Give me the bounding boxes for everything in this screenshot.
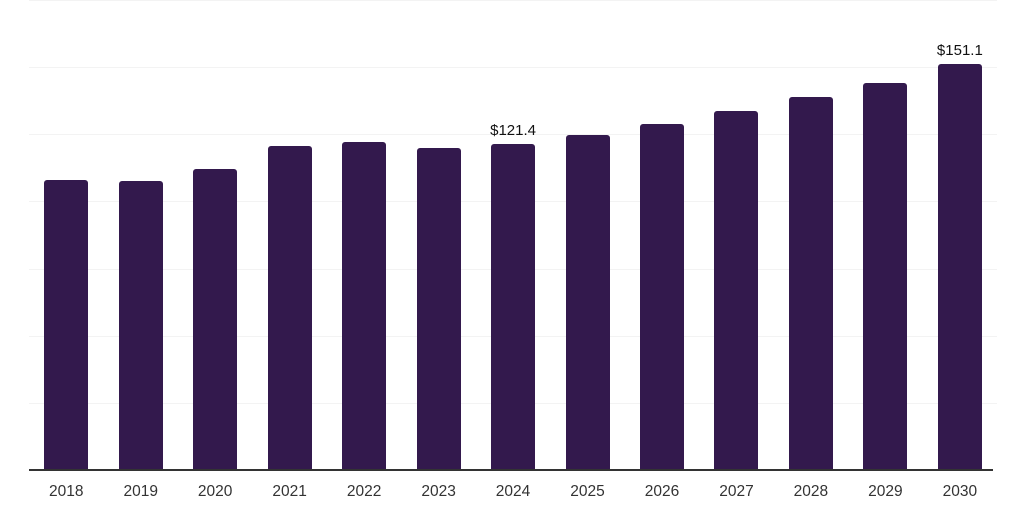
bar-slot-2020 — [178, 0, 252, 470]
bar-2025 — [565, 134, 610, 470]
x-tick-label-2025: 2025 — [570, 483, 605, 500]
x-tick-label-2029: 2029 — [868, 483, 903, 500]
x-tick-label-2019: 2019 — [123, 483, 158, 500]
data-label-2024: $121.4 — [490, 121, 536, 139]
bar-2030 — [937, 64, 982, 470]
bar-2018 — [44, 179, 89, 470]
x-tick-label-2024: 2024 — [495, 483, 531, 500]
bar-slot-2024: $121.4 — [476, 0, 550, 470]
bar-slot-2019 — [103, 0, 177, 470]
bar-slot-2026 — [625, 0, 699, 470]
bar-2028 — [788, 97, 833, 470]
gridline-150 — [29, 67, 997, 69]
x-tick-label-2028: 2028 — [793, 483, 829, 500]
bar-2021 — [267, 146, 312, 470]
data-label-2030: $151.1 — [936, 42, 983, 60]
x-tick-label-2026: 2026 — [644, 483, 680, 500]
x-tick-label-2022: 2022 — [346, 483, 382, 500]
bar-slot-2027 — [699, 0, 773, 470]
x-tick-label-2030: 2030 — [942, 483, 978, 500]
bar-2026 — [639, 123, 684, 470]
bar-slot-2030: $151.1 — [923, 0, 997, 470]
gridline-125 — [29, 134, 997, 136]
x-tick-label-2020: 2020 — [197, 483, 233, 500]
bar-2022 — [342, 142, 387, 470]
bar-2023 — [416, 148, 461, 470]
x-tick-label-2023: 2023 — [421, 483, 456, 500]
x-axis-line — [29, 469, 994, 471]
bar-slot-2025 — [550, 0, 624, 470]
bar-2024 — [491, 143, 536, 470]
gridline-175 — [29, 0, 997, 1]
bars-row: $121.4 $151.1 — [29, 0, 997, 470]
bar-slot-2018 — [29, 0, 103, 470]
bar-slot-2021 — [252, 0, 326, 470]
x-axis-tick-labels: 2018 2019 2020 2021 2022 2023 2024 2025 2026 2027… — [29, 483, 997, 501]
bar-2027 — [714, 111, 759, 470]
bar-slot-2029 — [848, 0, 922, 470]
bar-slot-2023 — [401, 0, 475, 470]
x-tick-label-2027: 2027 — [719, 483, 754, 500]
x-tick-label-2021: 2021 — [272, 483, 307, 500]
bar-slot-2022 — [327, 0, 401, 470]
bar-2029 — [863, 83, 908, 470]
bar-2019 — [118, 180, 163, 470]
x-tick-label-2018: 2018 — [48, 483, 84, 500]
plot-area: $121.4 $151.1 — [29, 0, 997, 471]
bar-slot-2028 — [774, 0, 848, 470]
bar-2020 — [193, 168, 238, 470]
